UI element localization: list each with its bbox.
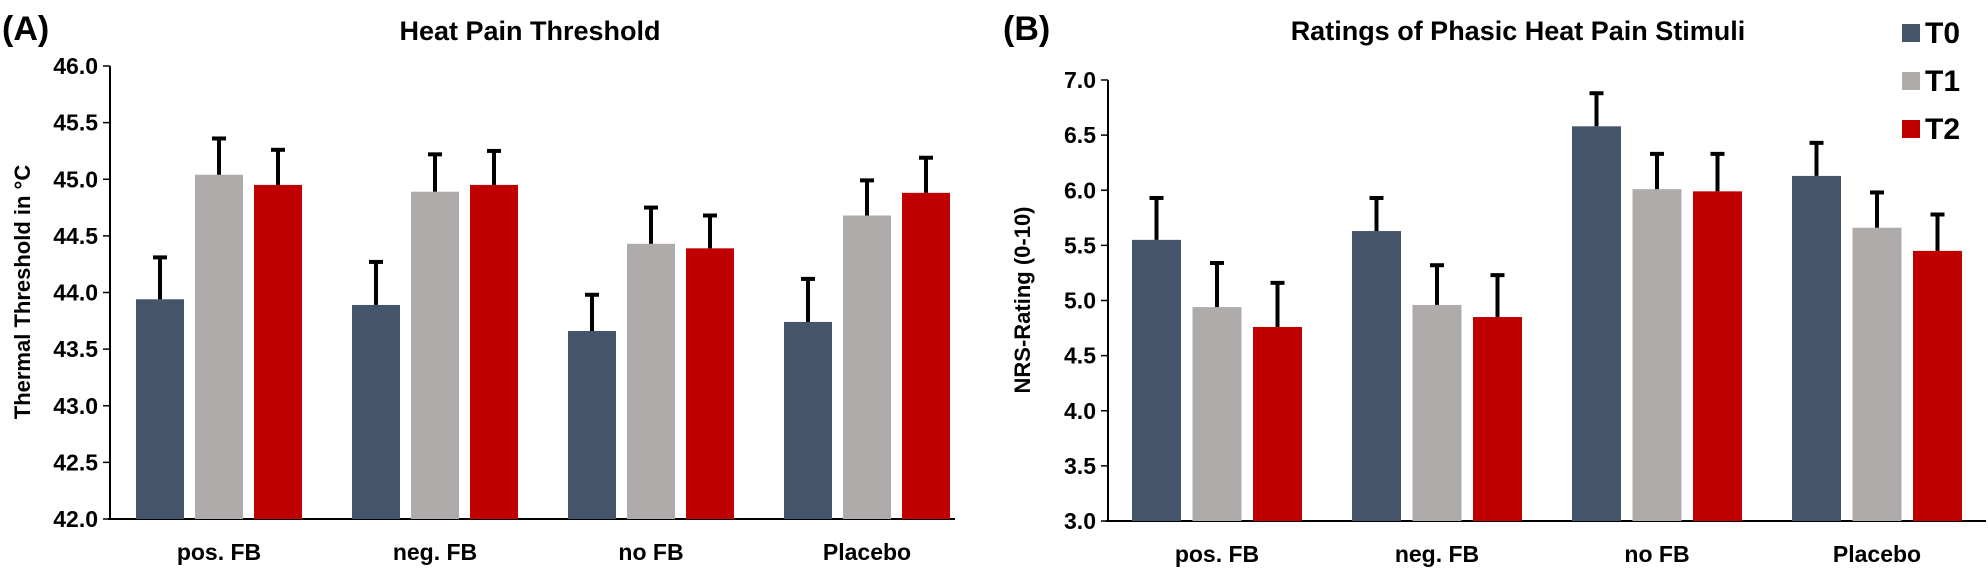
bar-t1 (411, 191, 459, 519)
y-tick-label: 43.0 (53, 393, 98, 419)
panel-b: (B) Ratings of Phasic Heat Pain Stimuli … (1003, 10, 1986, 567)
y-tick-label: 44.5 (53, 223, 98, 249)
y-tick-label: 3.0 (1064, 508, 1096, 534)
bar-t2 (902, 192, 950, 519)
x-tick-label: no FB (618, 539, 683, 565)
bar-t2 (686, 248, 734, 519)
bar-t0 (1352, 231, 1401, 522)
bar-t1 (1192, 307, 1242, 521)
bar-t0 (1792, 175, 1841, 522)
bar-t1 (1632, 189, 1682, 521)
legend-swatch-t2 (1902, 120, 1920, 138)
y-tick-label: 42.0 (53, 506, 98, 532)
bar-t1 (1412, 304, 1462, 521)
x-tick-label: Placebo (823, 539, 911, 565)
legend-label-t2: T2 (1925, 113, 1960, 146)
panel-a-label: (A) (2, 10, 49, 48)
panel-b-bars (1132, 91, 1962, 522)
x-tick-label: pos. FB (1175, 541, 1259, 567)
y-tick-label: 45.5 (53, 110, 98, 136)
x-tick-label: pos. FB (177, 539, 261, 565)
y-tick-label: 5.5 (1064, 232, 1096, 258)
bar-t2 (254, 184, 302, 519)
y-tick-label: 6.5 (1064, 122, 1096, 148)
legend-swatch-t0 (1902, 24, 1920, 42)
bar-t0 (1132, 239, 1181, 522)
panel-a-title: Heat Pain Threshold (399, 16, 660, 46)
panel-b-y-axis-label: NRS-Rating (0-10) (1010, 206, 1035, 393)
bar-t1 (195, 174, 243, 519)
bar-t2 (1253, 326, 1302, 521)
bar-t2 (1473, 317, 1522, 521)
y-tick-label: 4.0 (1064, 398, 1096, 424)
panel-a: (A) Heat Pain Threshold Thermal Threshol… (2, 10, 955, 565)
bar-t2 (470, 184, 518, 519)
y-tick-label: 6.0 (1064, 177, 1096, 203)
x-tick-label: neg. FB (1395, 541, 1479, 567)
bar-t2 (1693, 191, 1742, 522)
legend-label-t1: T1 (1925, 65, 1960, 98)
y-tick-label: 5.0 (1064, 288, 1096, 314)
y-tick-label: 43.5 (53, 336, 98, 362)
y-tick-label: 42.5 (53, 449, 98, 475)
x-tick-label: no FB (1624, 541, 1689, 567)
legend-swatch-t1 (1902, 72, 1920, 90)
panel-b-label: (B) (1003, 10, 1050, 48)
y-tick-label: 4.5 (1064, 343, 1096, 369)
y-tick-label: 44.0 (53, 280, 98, 306)
panel-a-y-ticks: 42.0 42.5 43.0 43.5 44.0 44.5 45.0 45.5 46.0 (53, 53, 955, 532)
y-tick-label: 45.0 (53, 166, 98, 192)
bar-t0 (568, 331, 616, 519)
y-tick-label: 3.5 (1064, 453, 1096, 479)
bar-t2 (1913, 250, 1962, 521)
x-tick-label: neg. FB (393, 539, 477, 565)
panel-b-x-ticks: pos. FB neg. FB no FB Placebo (1175, 541, 1921, 567)
panel-a-bars (136, 136, 950, 520)
bar-t0 (784, 321, 832, 519)
panel-a-x-ticks: pos. FB neg. FB no FB Placebo (177, 539, 911, 565)
bar-t0 (136, 299, 184, 519)
x-tick-label: Placebo (1833, 541, 1921, 567)
bar-t1 (1852, 227, 1902, 522)
panel-a-y-axis-label: Thermal Threshold in °C (10, 165, 35, 420)
bar-t1 (843, 215, 891, 520)
legend-label-t0: T0 (1925, 17, 1960, 50)
y-tick-label: 7.0 (1064, 67, 1096, 93)
bar-t0 (1572, 126, 1621, 522)
bar-t1 (627, 243, 675, 520)
panel-b-title: Ratings of Phasic Heat Pain Stimuli (1291, 16, 1746, 46)
legend: T0 T1 T2 (1902, 17, 1960, 146)
bar-t0 (352, 304, 400, 519)
y-tick-label: 46.0 (53, 53, 98, 79)
